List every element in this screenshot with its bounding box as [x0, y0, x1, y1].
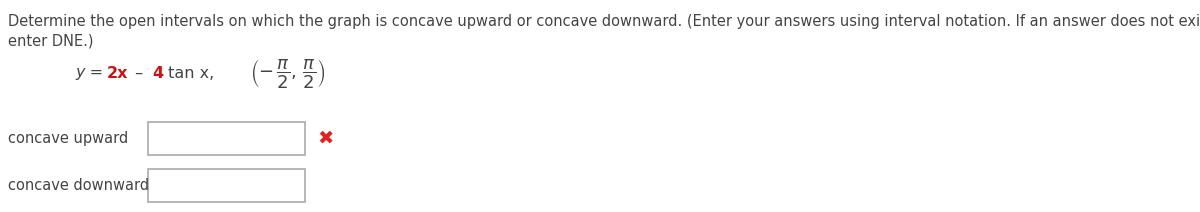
- Text: 4: 4: [152, 66, 163, 81]
- Text: concave downward: concave downward: [8, 177, 149, 192]
- Text: concave upward: concave upward: [8, 131, 128, 145]
- Text: –: –: [130, 66, 149, 81]
- Text: $\left(-\,\dfrac{\pi}{2},\,\dfrac{\pi}{2}\right)$: $\left(-\,\dfrac{\pi}{2},\,\dfrac{\pi}{2…: [250, 57, 325, 89]
- Text: ✖: ✖: [317, 128, 334, 148]
- Text: Determine the open intervals on which the graph is concave upward or concave dow: Determine the open intervals on which th…: [8, 14, 1200, 29]
- Text: enter DNE.): enter DNE.): [8, 34, 94, 49]
- Text: y =: y =: [74, 66, 108, 81]
- Text: tan x,: tan x,: [163, 66, 215, 81]
- Text: 2x: 2x: [107, 66, 128, 81]
